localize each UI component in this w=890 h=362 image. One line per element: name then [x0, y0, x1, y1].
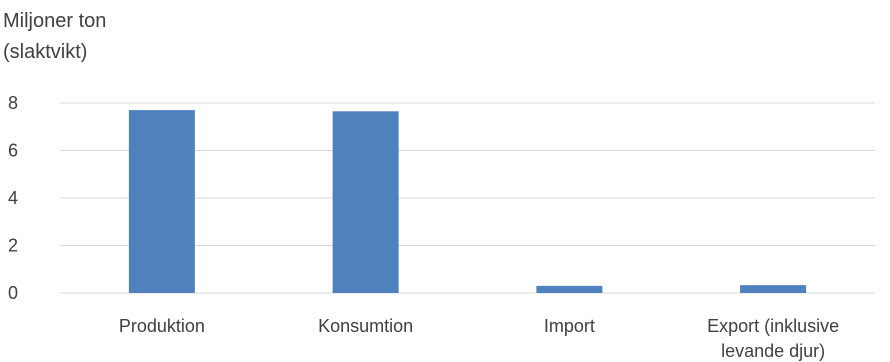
x-category-label: Produktion [119, 316, 205, 336]
y-axis-label-line: (slaktvikt) [3, 41, 87, 63]
y-tick-label: 8 [8, 93, 18, 113]
bars [128, 110, 807, 293]
x-category-label: Konsumtion [318, 316, 413, 336]
y-tick-label: 0 [8, 283, 18, 303]
y-axis-label-line: Miljoner ton [3, 10, 106, 32]
gridlines [60, 102, 875, 294]
x-category-label: Export (inklusive [707, 316, 839, 336]
y-tick-label: 6 [8, 141, 18, 161]
y-tick-label: 4 [8, 188, 18, 208]
x-category-labels: Produktion Konsumtion Import Export (inklus… [119, 316, 839, 361]
x-category-label: Import [544, 316, 595, 336]
bar [332, 111, 399, 293]
bar [536, 285, 603, 293]
bar [128, 110, 195, 293]
y-tick-labels: 0 2 4 6 8 [8, 93, 18, 303]
y-tick-label: 2 [8, 236, 18, 256]
x-category-label: levande djur) [721, 341, 825, 361]
bar [740, 285, 807, 293]
y-axis-label: Miljoner ton (slaktvikt) [3, 10, 106, 63]
